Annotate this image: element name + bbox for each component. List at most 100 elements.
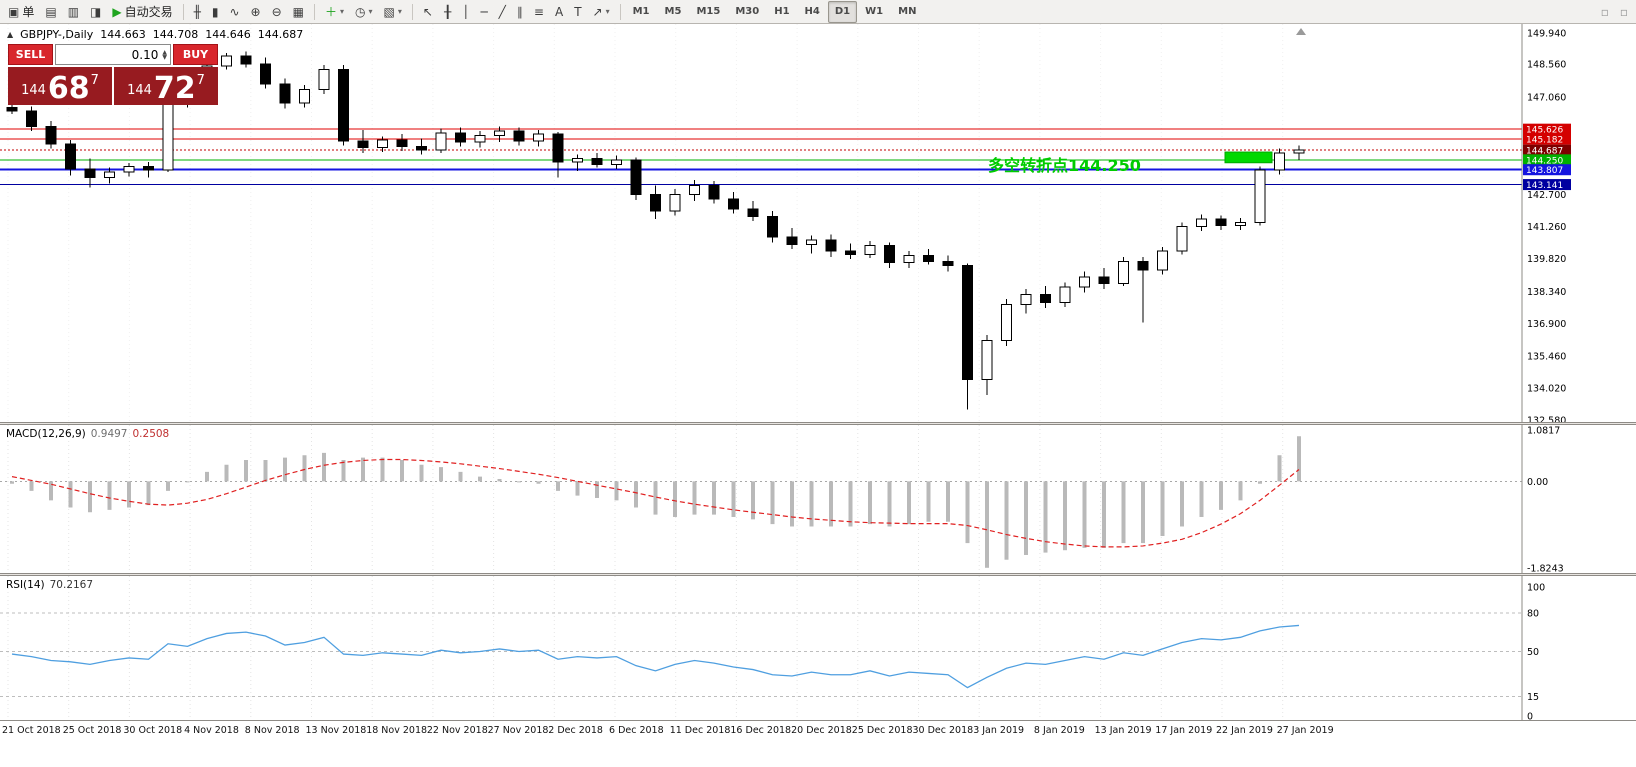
rsi-canvas[interactable]: 100 80 50 15 0 <box>0 576 1636 720</box>
date-label: 30 Dec 2018 <box>912 725 974 736</box>
timeframe-M30-button[interactable]: M30 <box>728 1 766 23</box>
date-label: 20 Dec 2018 <box>791 725 852 736</box>
cursor[interactable]: ↖ <box>418 1 438 23</box>
toolbar-item-label: M30 <box>735 6 760 17</box>
timeframe-W1-button[interactable]: W1 <box>858 1 890 23</box>
text-label-tool[interactable]: T <box>569 1 586 23</box>
window-tool-1[interactable]: ▫ <box>1596 1 1614 23</box>
svg-text:100: 100 <box>1527 583 1545 594</box>
toolbar: ▣ 单 ▤ ▥ ◨ ▶ 自动交易 ╫ ▮ ∿ ⊕ ⊖ ▦ ＋ ▾ ◷ ▾ ▧ ▾ ↖ ╂ │ ─ ╱ ∥ ≡ A T ↗ ▾ M1 M5 M15… <box>0 0 1636 24</box>
chart-profiles[interactable]: ▤ <box>40 1 61 23</box>
ask-price-box[interactable]: 144 72 7 <box>114 67 218 105</box>
toolbar-item-label: MN <box>898 6 917 17</box>
date-label: 30 Oct 2018 <box>123 725 183 736</box>
toolbar-item-label: H1 <box>774 6 790 17</box>
window-tool-2[interactable]: ▫ <box>1615 1 1633 23</box>
date-axis[interactable]: 21 Oct 2018 25 Oct 2018 30 Oct 2018 4 Nov 2… <box>0 720 1636 742</box>
rsi-label: RSI(14) 70.2167 <box>6 579 93 591</box>
line-chart-mode[interactable]: ∿ <box>224 1 244 23</box>
templates[interactable]: ▧ ▾ <box>379 1 407 23</box>
svg-text:1.0817: 1.0817 <box>1527 426 1560 437</box>
trendline-tool-icon: ╱ <box>498 4 506 19</box>
arrow-style-tool[interactable]: A <box>550 1 568 23</box>
zoom-in[interactable]: ⊕ <box>246 1 266 23</box>
cursor-icon: ↖ <box>422 4 433 19</box>
vertical-line-tool[interactable]: │ <box>457 1 474 23</box>
toolbar-item-label: W1 <box>865 6 884 17</box>
date-label: 13 Jan 2019 <box>1094 725 1152 736</box>
timeframe-D1-button[interactable]: D1 <box>827 0 858 23</box>
timeframe-M1-button[interactable]: M1 <box>626 1 657 23</box>
svg-text:0: 0 <box>1527 712 1533 721</box>
stepper-up-icon[interactable]: ▲ <box>162 48 167 56</box>
candlestick-mode[interactable]: ▮ <box>207 1 224 23</box>
main-chart-canvas[interactable]: 多空转折点144.250 149.940 148.560 147.060 142.700… <box>0 24 1636 422</box>
svg-text:15: 15 <box>1527 692 1539 703</box>
date-label: 2 Dec 2018 <box>548 725 603 736</box>
indicators-list[interactable]: ＋ ▾ <box>320 1 349 23</box>
new-order[interactable]: ▣ 单 <box>3 1 39 23</box>
svg-text:144.250: 144.250 <box>1526 156 1563 166</box>
svg-text:148.560: 148.560 <box>1527 59 1566 70</box>
toolbar-item-label: 单 <box>22 5 35 19</box>
crosshair[interactable]: ╂ <box>439 1 456 23</box>
timeframe-H1-button[interactable]: H1 <box>767 1 796 23</box>
rsi-name: RSI(14) <box>6 579 45 591</box>
date-label: 22 Jan 2019 <box>1216 725 1273 736</box>
panel-divider-macd[interactable] <box>0 422 1636 425</box>
panel-divider-rsi[interactable] <box>0 573 1636 576</box>
toolbar-separator <box>314 3 316 20</box>
macd-value-signal: 0.2508 <box>132 428 170 440</box>
crosshair-icon: ╂ <box>443 4 452 19</box>
data-window-icon: ▥ <box>67 4 80 19</box>
timeframe-M5-button[interactable]: M5 <box>658 1 689 23</box>
sell-button[interactable]: SELL <box>8 44 53 65</box>
date-label: 3 Jan 2019 <box>973 725 1025 736</box>
channel-tool[interactable]: ∥ <box>512 1 528 23</box>
tile-windows[interactable]: ▦ <box>288 1 309 23</box>
timeframe-MN-button[interactable]: MN <box>891 1 923 23</box>
indicators-list-icon: ＋ <box>325 4 338 19</box>
volume-stepper[interactable]: ▲ ▼ <box>162 48 167 61</box>
volume-input[interactable]: 0.10 ▲ ▼ <box>55 44 171 65</box>
new-order-icon: ▣ <box>8 4 20 19</box>
autotrading-icon: ▶ <box>112 4 122 19</box>
arrows-tool[interactable]: ↗ ▾ <box>588 1 615 23</box>
zoom-out[interactable]: ⊖ <box>267 1 287 23</box>
stepper-down-icon[interactable]: ▼ <box>162 53 167 61</box>
periods[interactable]: ◷ ▾ <box>350 1 378 23</box>
navigator[interactable]: ◨ <box>85 1 106 23</box>
svg-text:139.820: 139.820 <box>1527 254 1566 265</box>
toolbar-separator <box>619 3 621 20</box>
bar-chart-mode-icon: ╫ <box>193 4 201 19</box>
data-window[interactable]: ▥ <box>63 1 84 23</box>
horizontal-line-tool[interactable]: ─ <box>475 1 492 23</box>
symbol-title: GBPJPY-,Daily <box>20 28 94 41</box>
svg-text:147.060: 147.060 <box>1527 93 1566 104</box>
ask-price-sup: 7 <box>196 73 205 88</box>
chevron-down-icon: ▾ <box>368 7 373 16</box>
zoom-out-icon: ⊖ <box>271 4 282 19</box>
ohlc-open: 144.663 <box>100 28 146 41</box>
buy-button[interactable]: BUY <box>173 44 218 65</box>
autotrading[interactable]: ▶ 自动交易 <box>107 1 177 23</box>
date-label: 8 Nov 2018 <box>244 725 300 736</box>
timeframe-M15-button[interactable]: M15 <box>689 1 727 23</box>
macd-canvas[interactable]: 1.0817 0.00 -1.8243 <box>0 425 1636 573</box>
toolbar-separator <box>182 3 184 20</box>
trendline-tool[interactable]: ╱ <box>494 1 511 23</box>
oct-collapse-icon[interactable]: ▲ <box>7 30 14 39</box>
chart-shift-marker <box>1296 28 1306 35</box>
toolbar-item-label: M5 <box>664 6 682 17</box>
fibonacci-tool[interactable]: ≡ <box>529 1 549 23</box>
svg-text:138.340: 138.340 <box>1527 287 1566 298</box>
periods-icon: ◷ <box>355 4 366 19</box>
date-label: 13 Nov 2018 <box>305 725 367 736</box>
zoom-in-icon: ⊕ <box>250 4 261 19</box>
bid-price-box[interactable]: 144 68 7 <box>8 67 112 105</box>
toolbar-item-label: M15 <box>696 6 721 17</box>
templates-icon: ▧ <box>383 4 395 19</box>
bar-chart-mode[interactable]: ╫ <box>189 1 206 23</box>
timeframe-H4-button[interactable]: H4 <box>798 1 827 23</box>
